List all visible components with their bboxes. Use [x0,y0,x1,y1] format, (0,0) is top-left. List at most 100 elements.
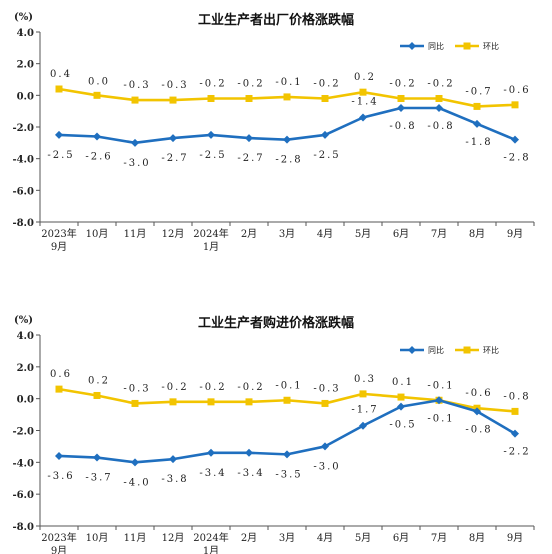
x-tick-label: 6月 [393,532,409,544]
y-tick-label: -8.0 [12,522,34,533]
data-label-环比: 0.1 [392,377,414,388]
data-label-环比: -0.1 [275,77,302,88]
data-point-环比 [207,398,215,406]
data-point-同比 [55,130,63,139]
x-tick-label: 9月 [507,532,523,544]
data-label-同比: -1.7 [351,405,378,416]
y-tick-label: -4.0 [12,458,34,469]
legend-label: 同比 [428,41,444,51]
x-tick-label: 3月 [279,532,295,544]
y-tick-label: 0.0 [17,395,34,406]
data-label-环比: 0.2 [88,375,110,386]
data-label-环比: -0.6 [503,85,530,96]
x-tick-label: 5月 [355,228,371,240]
x-tick-label: 12月 [162,532,185,544]
x-tick-label: 9月 [51,241,67,253]
data-label-环比: -0.2 [237,382,264,393]
x-tick-label: 2月 [241,532,257,544]
y-tick-label: 2.0 [17,60,34,71]
x-tick-label: 10月 [86,228,109,240]
y-tick-label: 4.0 [17,28,34,39]
data-label-同比: -3.7 [85,473,112,484]
data-point-环比 [283,93,291,101]
x-tick-label: 2023年 [41,531,76,544]
data-label-环比: -0.1 [275,380,302,391]
x-tick-label: 7月 [431,532,447,544]
data-label-同比: -2.6 [85,152,112,163]
data-point-同比 [511,429,519,438]
y-tick-label: -4.0 [12,155,34,166]
legend-label: 同比 [428,345,444,355]
data-label-同比: -3.0 [313,461,340,472]
data-point-同比 [93,453,101,462]
data-label-同比: -0.8 [427,121,454,132]
data-point-同比 [473,119,481,128]
data-label-同比: -3.5 [275,469,302,480]
data-point-同比 [245,448,253,457]
data-label-环比: -0.2 [199,382,226,393]
x-tick-label: 2024年 [193,227,228,240]
data-label-环比: -0.8 [503,391,530,402]
legend: 同比 环比 [400,41,499,51]
data-point-环比 [321,399,329,407]
y-tick-label: -6.0 [12,186,34,197]
data-label-同比: -1.8 [465,137,492,148]
legend-marker [408,42,416,50]
data-point-环比 [169,398,177,406]
y-tick-label: -2.0 [12,123,34,134]
data-label-同比: -3.8 [161,474,188,485]
data-label-同比: -0.5 [389,420,416,431]
data-label-环比: 0.2 [354,72,376,83]
data-label-同比: -3.6 [47,471,74,482]
y-unit-label: (%) [14,12,33,23]
data-point-同比 [473,407,481,416]
y-unit-label: (%) [14,315,33,326]
data-label-同比: -3.4 [237,468,264,479]
y-tick-label: 0.0 [17,91,34,102]
data-label-环比: -0.1 [427,380,454,391]
y-tick-label: -2.0 [12,427,34,438]
data-point-环比 [93,91,101,99]
y-tick-label: 2.0 [17,363,34,374]
data-point-同比 [207,130,215,139]
data-point-环比 [245,398,253,406]
data-point-同比 [169,455,177,464]
data-label-同比: -0.8 [465,424,492,435]
data-point-同比 [283,450,291,459]
data-point-环比 [397,393,405,401]
x-tick-label: 8月 [469,228,485,240]
data-label-同比: -2.5 [47,150,74,161]
chart-title: 工业生产者出厂价格涨跌幅 [198,12,354,28]
x-tick-label: 3月 [279,228,295,240]
data-point-同比 [131,138,139,147]
data-label-同比: -2.7 [161,153,188,164]
data-point-同比 [359,421,367,430]
data-point-环比 [55,385,63,393]
data-label-同比: -3.4 [199,468,226,479]
x-tick-label: 6月 [393,228,409,240]
data-label-环比: -0.3 [123,383,150,394]
data-label-环比: -0.3 [161,80,188,91]
data-label-同比: -2.8 [503,153,530,164]
data-point-环比 [511,407,519,415]
x-tick-label: 12月 [162,228,185,240]
data-label-同比: -2.7 [237,153,264,164]
data-label-同比: -0.1 [427,413,454,424]
legend-marker [408,346,416,354]
data-label-环比: 0.0 [88,76,110,87]
y-tick-label: 4.0 [17,331,34,342]
data-point-环比 [131,96,139,104]
data-label-同比: -0.8 [389,121,416,132]
data-label-环比: -0.3 [313,383,340,394]
data-point-环比 [473,102,481,110]
data-point-同比 [435,104,443,112]
data-point-同比 [245,134,253,143]
x-tick-label: 7月 [431,228,447,240]
x-tick-label: 1月 [203,545,219,554]
x-tick-label: 4月 [317,228,333,240]
x-tick-label: 9月 [51,545,67,554]
data-point-环比 [359,88,367,96]
data-label-环比: 0.3 [354,374,376,385]
data-label-环比: 0.6 [50,369,72,380]
